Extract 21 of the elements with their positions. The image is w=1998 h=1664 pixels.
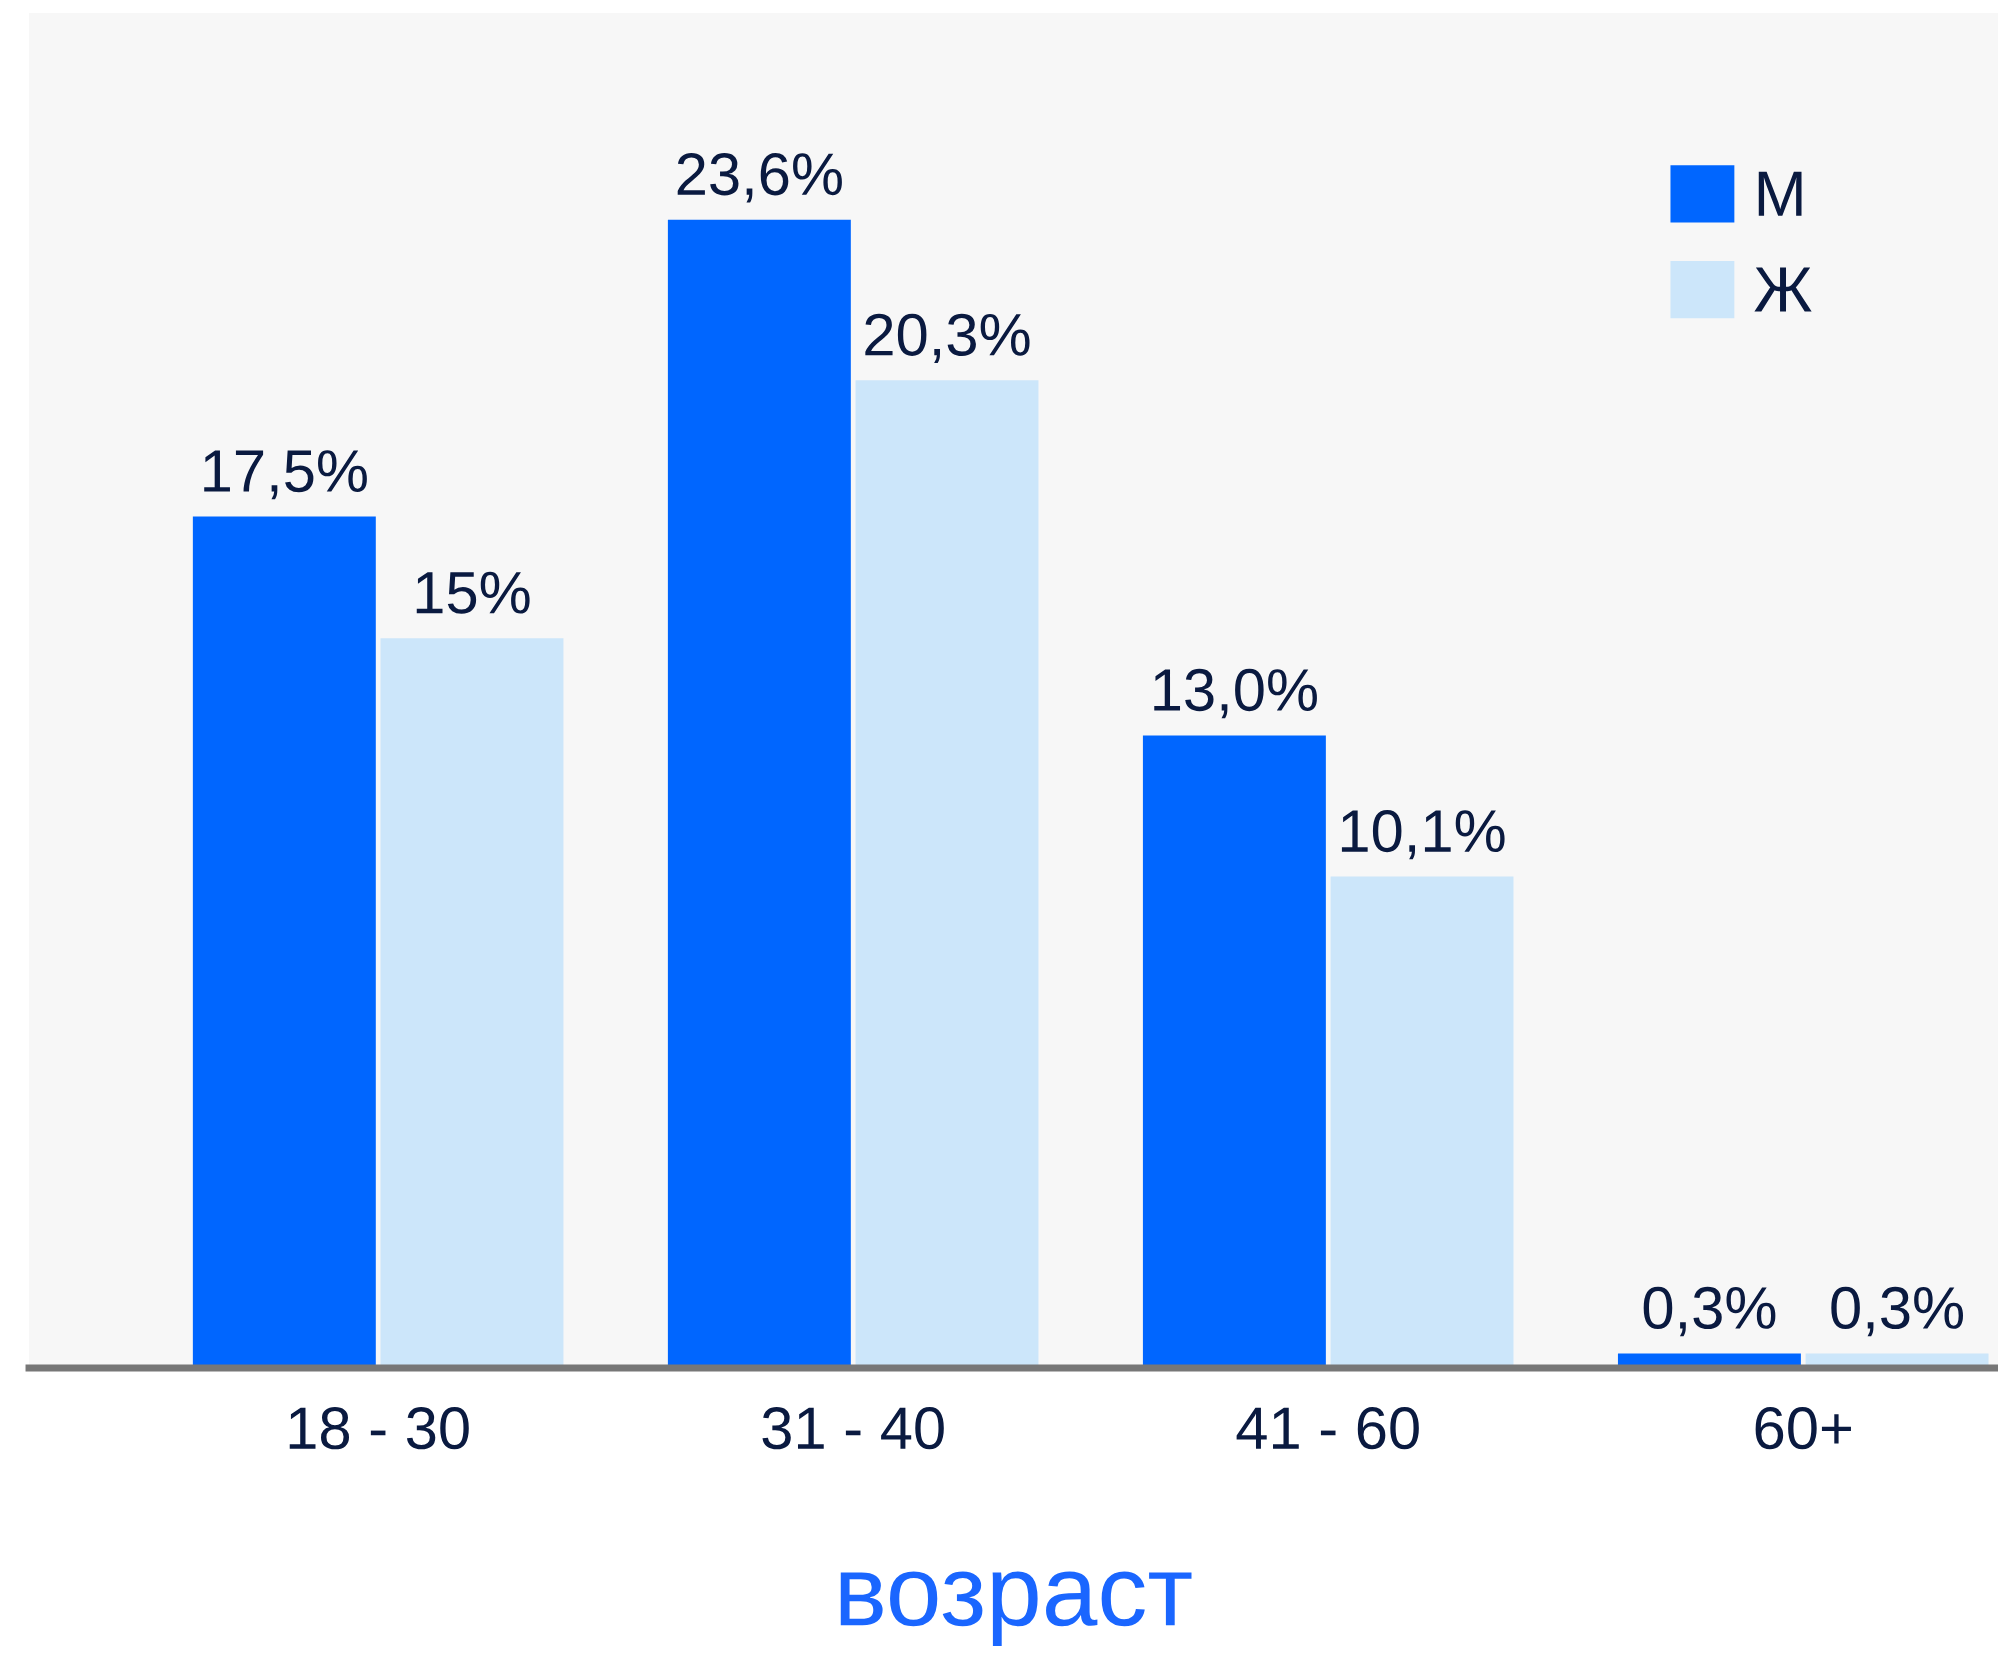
x-tick-label: 41 - 60 bbox=[1236, 1407, 1419, 1450]
x-tick-label: 18 - 30 bbox=[289, 1407, 469, 1450]
bar bbox=[1142, 735, 1326, 1368]
data-label: 15% bbox=[416, 571, 530, 614]
legend-label: Ж bbox=[1754, 267, 1812, 312]
bar bbox=[667, 219, 851, 1368]
data-label: 0,3% bbox=[1643, 1286, 1776, 1337]
data-label: 13,0% bbox=[1154, 668, 1317, 719]
bar bbox=[192, 516, 376, 1368]
legend-label: М bbox=[1758, 171, 1802, 216]
x-tick-label: 31 - 40 bbox=[762, 1407, 944, 1450]
bar bbox=[1330, 876, 1514, 1368]
x-tick-label: 60+ bbox=[1755, 1407, 1851, 1450]
bar bbox=[855, 380, 1039, 1368]
data-label: 0,3% bbox=[1831, 1286, 1963, 1337]
bar bbox=[380, 638, 564, 1368]
data-label: 20,3% bbox=[865, 313, 1030, 364]
data-label: 23,6% bbox=[677, 153, 842, 203]
data-label: 10,1% bbox=[1341, 809, 1505, 860]
x-axis-title: возраст bbox=[840, 1571, 1192, 1647]
data-label: 17,5% bbox=[204, 450, 367, 500]
